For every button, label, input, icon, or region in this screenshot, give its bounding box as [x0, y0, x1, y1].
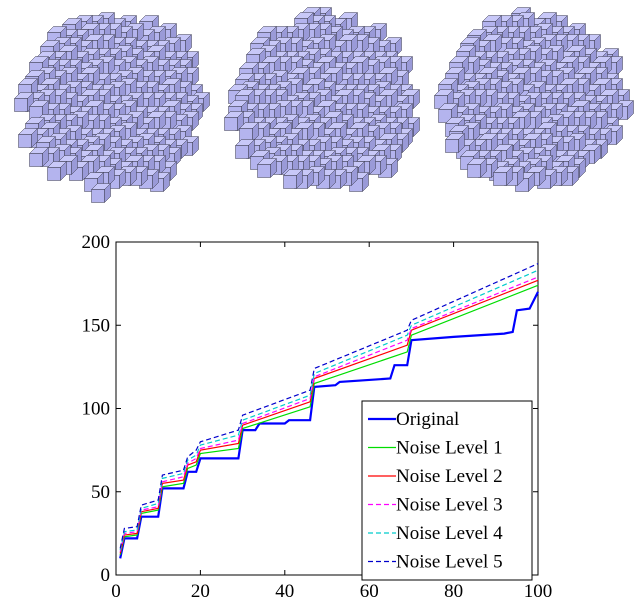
- legend-item: Noise Level 4: [368, 523, 503, 544]
- voxel-cube: [28, 146, 50, 168]
- voxel-sphere-1: [13, 11, 211, 204]
- legend-item: Noise Level 1: [368, 438, 503, 459]
- legend-item: Noise Level 3: [368, 495, 503, 516]
- voxel-cube: [17, 127, 39, 149]
- x-tick-label: 20: [191, 581, 210, 602]
- chart-ticks: 0 20 40 60 80 100 0 50 100 150 200: [82, 232, 553, 602]
- voxel-sphere-3: [433, 6, 634, 193]
- chart-legend: Original Noise Level 1 Noise Level 2 Noise …: [361, 400, 533, 581]
- x-tick-label: 80: [444, 581, 463, 602]
- x-tick-label: 40: [275, 581, 294, 602]
- voxel-cube: [492, 165, 514, 187]
- chart-series: [119, 263, 539, 559]
- y-tick-label: 150: [82, 315, 111, 336]
- x-tick-label: 0: [111, 581, 121, 602]
- y-tick-label: 200: [82, 232, 111, 253]
- voxel-cube: [466, 157, 488, 179]
- legend-label: Noise Level 3: [396, 495, 503, 516]
- voxel-cube: [238, 121, 260, 143]
- x-tick-label: 60: [360, 581, 379, 602]
- voxel-cube: [90, 182, 112, 204]
- voxel-cube: [94, 165, 116, 187]
- y-tick-label: 100: [82, 399, 111, 420]
- legend-label: Noise Level 2: [396, 466, 503, 487]
- voxel-cube: [17, 77, 39, 99]
- voxel-sphere-2: [223, 6, 421, 193]
- y-tick-label: 0: [101, 565, 111, 586]
- voxel-cube: [437, 102, 459, 124]
- legend-item: Original: [368, 409, 459, 430]
- legend-label: Noise Level 5: [396, 552, 503, 573]
- voxel-cube: [234, 138, 256, 160]
- legend-item: Noise Level 5: [368, 552, 503, 573]
- y-tick-label: 50: [91, 482, 110, 503]
- voxel-cube: [46, 160, 68, 182]
- voxel-cube: [256, 157, 278, 179]
- voxel-cube: [444, 132, 466, 154]
- voxel-cube: [28, 99, 50, 121]
- legend-box: [361, 400, 533, 581]
- voxel-cube: [282, 168, 304, 190]
- legend-label: Noise Level 1: [396, 438, 503, 459]
- legend-label: Noise Level 4: [396, 523, 503, 544]
- line-chart: 0 20 40 60 80 100 0 50 100 150 200 Original Noise L…: [82, 232, 553, 602]
- x-tick-label: 100: [524, 581, 553, 602]
- legend-item: Noise Level 2: [368, 466, 503, 487]
- series-line-6: [119, 263, 539, 549]
- legend-label: Original: [396, 409, 459, 430]
- voxel-cube: [337, 33, 359, 55]
